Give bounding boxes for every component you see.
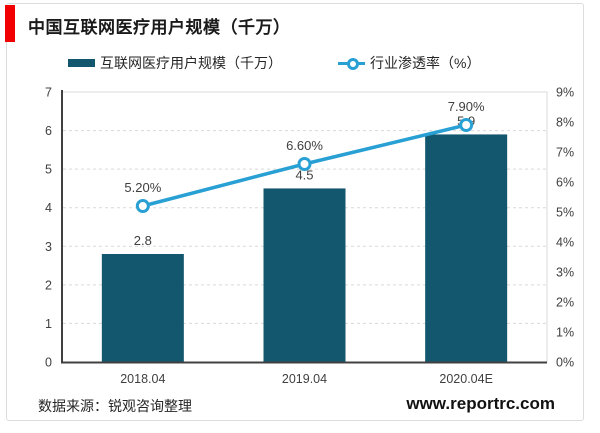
- y-axis-right-tick-label: 1%: [556, 326, 574, 340]
- line-value-label: 5.20%: [124, 180, 161, 195]
- y-axis-right-tick-label: 2%: [556, 296, 574, 310]
- x-axis-tick-label: 2020.04E: [439, 372, 493, 386]
- y-axis-right-tick-label: 8%: [556, 116, 574, 130]
- y-axis-right-tick-label: 4%: [556, 236, 574, 250]
- data-source-text: 数据来源：锐观咨询整理: [38, 398, 192, 414]
- line-value-label: 7.90%: [448, 99, 485, 114]
- y-axis-left-tick-label: 0: [45, 356, 52, 370]
- y-axis-right-tick-label: 3%: [556, 266, 574, 280]
- line-marker: [297, 157, 312, 171]
- y-axis-left-tick-label: 2: [45, 278, 52, 292]
- y-axis-right-tick-label: 7%: [556, 146, 574, 160]
- y-axis-left-tick-label: 7: [45, 86, 52, 100]
- y-axis-left-tick-label: 5: [45, 163, 52, 177]
- legend-label-penetration: 行业渗透率（%）: [370, 55, 481, 71]
- legend-item-users: 互联网医疗用户规模（千万）: [68, 54, 282, 72]
- bar-value-label: 2.8: [134, 233, 152, 248]
- bar: [101, 254, 184, 362]
- y-axis-left-tick-label: 3: [45, 240, 52, 254]
- line-marker: [135, 199, 150, 213]
- x-axis-tick-label: 2018.04: [120, 372, 165, 386]
- x-axis-tick-label: 2019.04: [282, 372, 327, 386]
- bar: [425, 134, 508, 362]
- y-axis-left-tick-label: 1: [45, 317, 52, 331]
- y-axis-right-tick-label: 6%: [556, 176, 574, 190]
- legend-item-penetration: 行业渗透率（%）: [338, 54, 480, 72]
- y-axis-right-tick-label: 9%: [556, 86, 574, 100]
- legend-label-users: 互联网医疗用户规模（千万）: [100, 55, 282, 71]
- legend: 互联网医疗用户规模（千万） 行业渗透率（%）: [0, 54, 600, 72]
- chart-title: 中国互联网医疗用户规模（千万）: [28, 18, 291, 37]
- bar: [263, 188, 346, 362]
- y-axis-left-tick-label: 6: [45, 124, 52, 138]
- y-axis-right-tick-label: 5%: [556, 206, 574, 220]
- line-value-label: 6.60%: [286, 138, 323, 153]
- line-swatch-icon: [338, 56, 365, 70]
- y-axis-right-tick-label: 0%: [556, 356, 574, 370]
- bar-swatch-icon: [68, 59, 95, 67]
- title-accent-bar: [5, 5, 15, 42]
- line-marker: [459, 118, 474, 132]
- y-axis-left-tick-label: 4: [45, 201, 52, 215]
- bar-value-label: 4.5: [295, 167, 313, 182]
- website-text: www.reportrc.com: [406, 394, 555, 413]
